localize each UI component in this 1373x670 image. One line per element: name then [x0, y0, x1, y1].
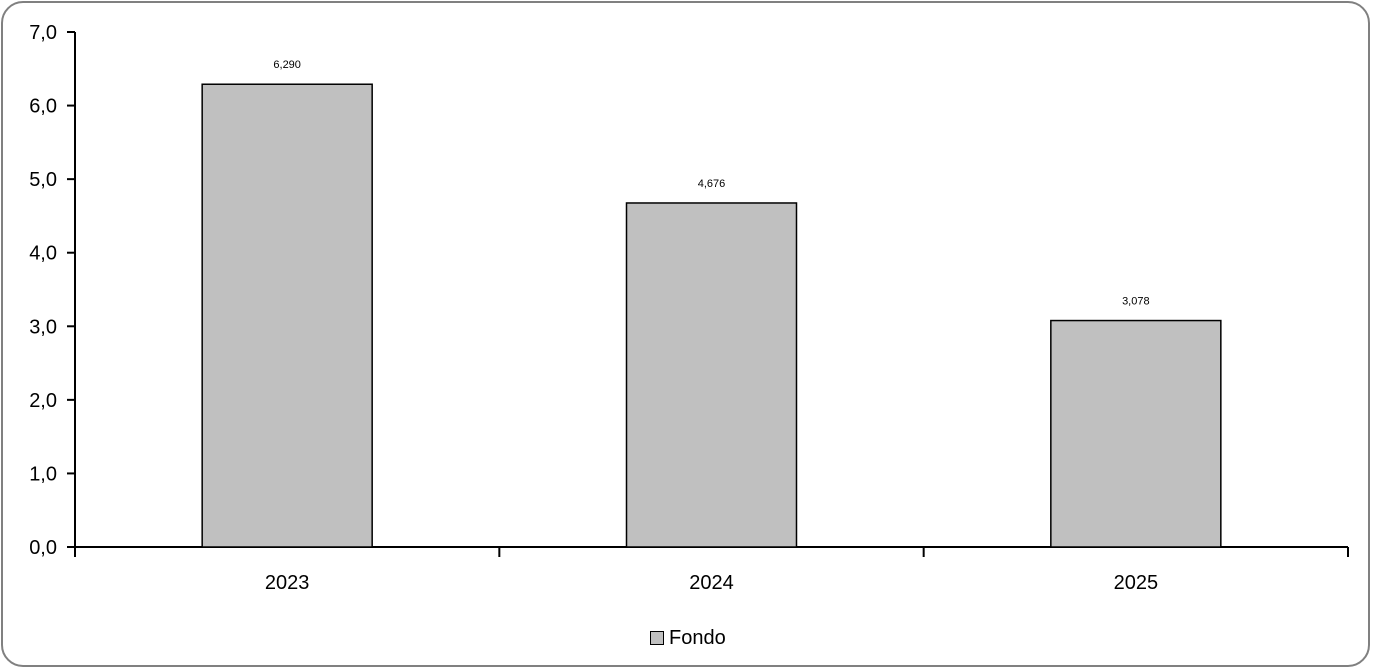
y-tick-label-7: 7,0	[29, 22, 57, 44]
legend-label-fondo: Fondo	[669, 626, 726, 649]
y-tick-label-0: 0,0	[29, 537, 57, 559]
y-tick-label-4: 4,0	[29, 243, 57, 265]
bar-2024	[625, 202, 798, 548]
y-tick-label-3: 3,0	[29, 316, 57, 338]
legend: Fondo	[650, 626, 726, 650]
x-tick-label-2023: 2023	[265, 572, 310, 594]
y-tick-label-1: 1,0	[29, 463, 57, 485]
x-tick-label-2024: 2024	[689, 572, 734, 594]
data-label-2023: 6,290	[273, 59, 301, 71]
x-tick-label-2025: 2025	[1114, 572, 1159, 594]
bar-2025	[1050, 319, 1222, 548]
data-label-2024: 4,676	[698, 178, 726, 190]
y-tick-label-6: 6,0	[29, 96, 57, 118]
bar-2023	[201, 83, 373, 548]
y-tick-label-2: 2,0	[29, 390, 57, 412]
data-label-2025: 3,078	[1122, 296, 1150, 308]
legend-swatch-fondo	[650, 631, 664, 645]
y-tick-label-5: 5,0	[29, 169, 57, 191]
